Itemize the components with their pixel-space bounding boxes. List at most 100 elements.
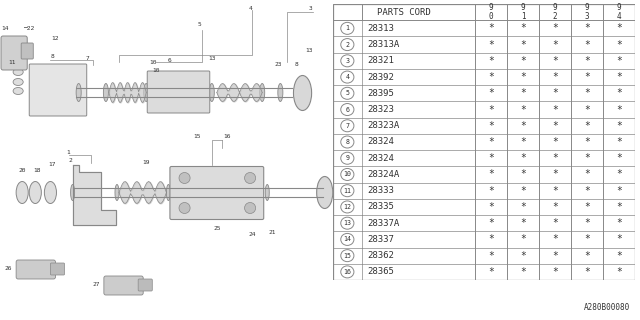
Text: *: * [616, 218, 622, 228]
Text: *: * [520, 218, 526, 228]
Text: *: * [584, 202, 590, 212]
Text: *: * [552, 235, 558, 244]
Text: *: * [616, 56, 622, 66]
Ellipse shape [115, 185, 119, 201]
Text: A280B00080: A280B00080 [584, 303, 630, 313]
Text: *: * [488, 121, 494, 131]
Text: 28323: 28323 [368, 105, 395, 114]
Ellipse shape [44, 181, 56, 204]
Text: 20: 20 [19, 167, 26, 172]
Circle shape [244, 203, 255, 213]
Text: *: * [520, 170, 526, 180]
Text: *: * [584, 235, 590, 244]
Text: *: * [552, 267, 558, 277]
Text: *: * [584, 267, 590, 277]
Ellipse shape [278, 84, 283, 101]
Text: 27: 27 [92, 283, 100, 287]
Text: *: * [488, 56, 494, 66]
Text: *: * [584, 56, 590, 66]
Text: 6: 6 [168, 58, 172, 62]
Text: *: * [552, 56, 558, 66]
Text: 2: 2 [346, 42, 349, 48]
Text: 13: 13 [305, 47, 312, 52]
Text: *: * [584, 88, 590, 98]
Text: *: * [488, 153, 494, 163]
Text: 8: 8 [294, 62, 298, 68]
Text: *: * [584, 121, 590, 131]
Text: *: * [488, 88, 494, 98]
Text: *: * [520, 105, 526, 115]
Ellipse shape [209, 84, 214, 101]
Ellipse shape [294, 76, 312, 110]
Text: *: * [616, 251, 622, 261]
Text: 7: 7 [86, 55, 90, 60]
Text: *: * [520, 267, 526, 277]
Text: 12: 12 [52, 36, 60, 41]
Text: 24: 24 [248, 233, 256, 237]
Text: PARTS CORD: PARTS CORD [377, 8, 431, 17]
Text: *: * [552, 88, 558, 98]
Text: 14: 14 [1, 26, 9, 30]
Text: *: * [552, 105, 558, 115]
Text: 28321: 28321 [368, 56, 395, 65]
Text: 26: 26 [4, 267, 12, 271]
Text: *: * [488, 202, 494, 212]
Text: 9: 9 [346, 155, 349, 161]
Text: *: * [616, 153, 622, 163]
Text: 23: 23 [275, 62, 282, 68]
Text: *: * [616, 202, 622, 212]
Text: *: * [616, 105, 622, 115]
Text: 1: 1 [346, 25, 349, 31]
FancyBboxPatch shape [1, 36, 28, 70]
FancyBboxPatch shape [138, 279, 152, 291]
Text: 28324: 28324 [368, 138, 395, 147]
Text: *: * [488, 105, 494, 115]
Text: *: * [520, 235, 526, 244]
Ellipse shape [260, 84, 265, 101]
Text: *: * [520, 186, 526, 196]
Ellipse shape [29, 181, 42, 204]
Text: *: * [552, 202, 558, 212]
Text: 8: 8 [346, 139, 349, 145]
Text: 2: 2 [68, 157, 72, 163]
Text: 5: 5 [198, 22, 202, 28]
Text: 28333: 28333 [368, 186, 395, 195]
Ellipse shape [16, 181, 28, 204]
Text: *: * [552, 23, 558, 33]
FancyBboxPatch shape [170, 166, 264, 220]
Text: 9
1: 9 1 [521, 3, 525, 21]
Text: 10: 10 [152, 68, 160, 73]
Text: *: * [520, 23, 526, 33]
Text: 16: 16 [223, 134, 230, 140]
Text: *: * [552, 251, 558, 261]
Text: 17: 17 [49, 163, 56, 167]
Text: 28392: 28392 [368, 73, 395, 82]
Text: *: * [488, 40, 494, 50]
Text: *: * [584, 186, 590, 196]
Ellipse shape [230, 185, 234, 201]
Text: 28324: 28324 [368, 154, 395, 163]
Text: 3: 3 [308, 6, 312, 12]
Text: 13: 13 [343, 220, 351, 226]
Text: *: * [584, 105, 590, 115]
FancyBboxPatch shape [21, 43, 33, 59]
Text: *: * [552, 153, 558, 163]
Text: *: * [616, 121, 622, 131]
Ellipse shape [104, 84, 108, 101]
Text: *: * [520, 153, 526, 163]
Text: ─22: ─22 [22, 26, 34, 30]
Text: *: * [584, 170, 590, 180]
Ellipse shape [166, 185, 170, 201]
Text: *: * [584, 251, 590, 261]
Text: 6: 6 [346, 107, 349, 113]
Circle shape [179, 203, 190, 213]
Text: 12: 12 [343, 204, 351, 210]
Text: *: * [584, 72, 590, 82]
Text: *: * [616, 72, 622, 82]
Text: 28337: 28337 [368, 235, 395, 244]
Text: *: * [488, 170, 494, 180]
Text: 28313: 28313 [368, 24, 395, 33]
Text: 11: 11 [8, 60, 16, 65]
Text: *: * [520, 251, 526, 261]
Text: *: * [584, 40, 590, 50]
